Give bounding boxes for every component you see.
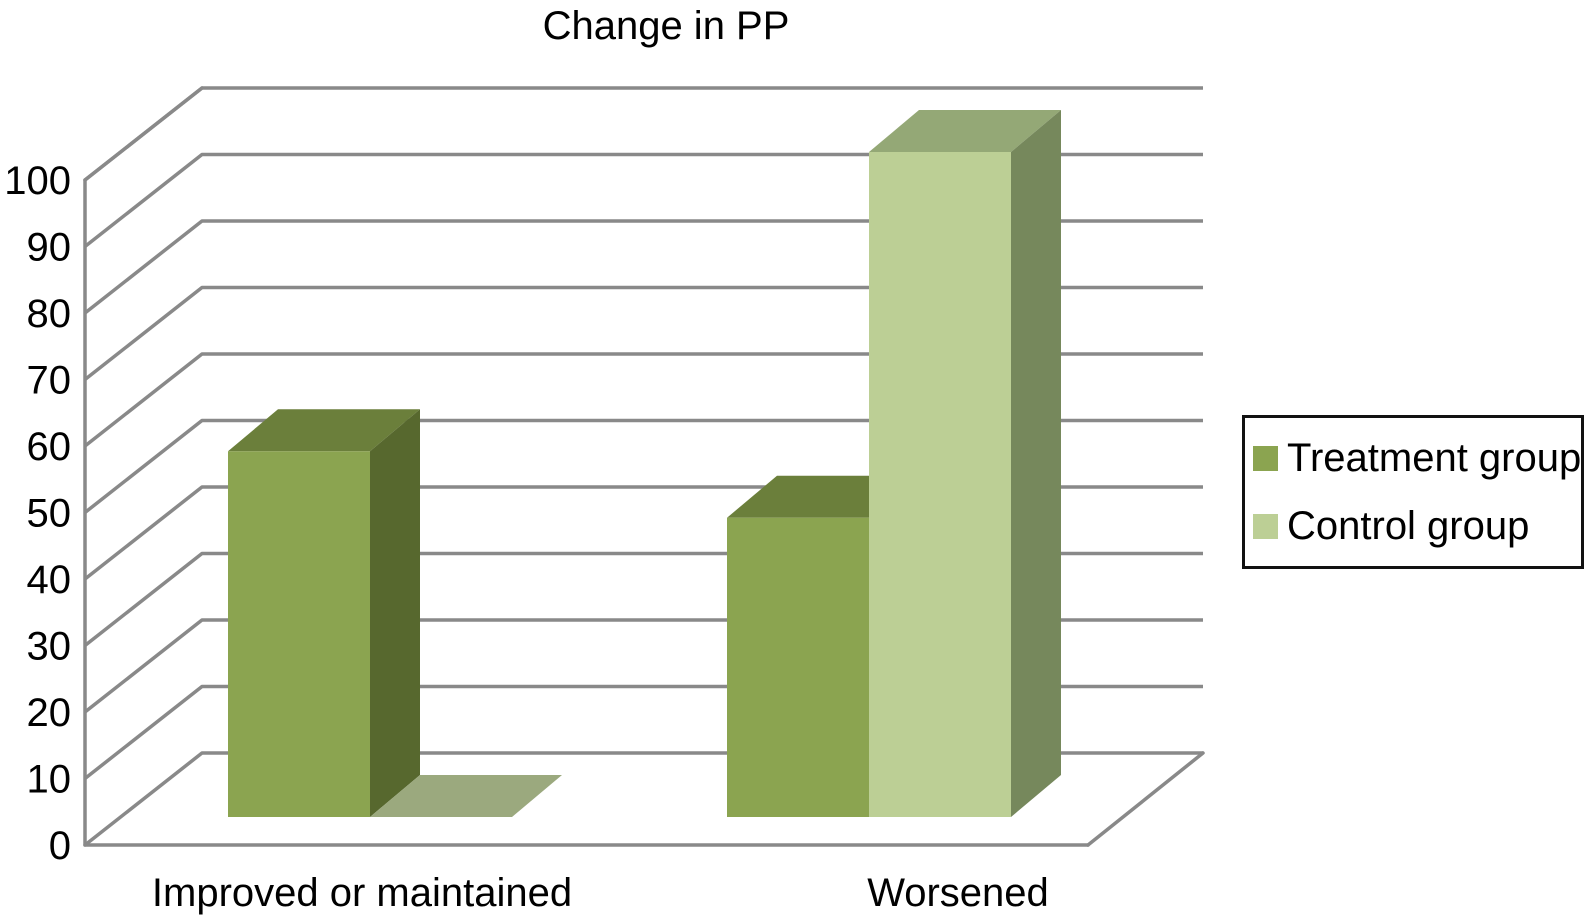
category-label-worsened: Worsened [867, 871, 1049, 915]
bar-control-group-worsened-top-face [869, 110, 1061, 152]
y-tick-label-80: 80 [27, 292, 72, 336]
legend-swatch-treatment-group-icon [1253, 445, 1278, 471]
bar-treatment-group-improved-or-maintained-top-face [228, 409, 420, 452]
legend-label-control-group: Control group [1287, 503, 1530, 548]
bar-treatment-group-worsened [727, 517, 869, 817]
y-tick-label-50: 50 [27, 492, 72, 536]
legend-item-treatment-group: Treatment group [1253, 432, 1581, 484]
left-wall-top-edge [83, 86, 204, 182]
chart-title: Change in PP [542, 4, 790, 48]
legend: Treatment group Control group [1242, 415, 1584, 569]
bar-control-group-worsened [869, 152, 1011, 817]
bar-treatment-group-improved-or-maintained-side-face [370, 409, 420, 817]
y-tick-label-0: 0 [49, 824, 71, 868]
y-tick-label-40: 40 [27, 558, 72, 602]
y-tick-label-100: 100 [4, 159, 71, 203]
floor-right-edge [1086, 751, 1205, 847]
bar-control-group-improved-or-maintained-flat-face [370, 775, 562, 817]
y-tick-label-70: 70 [27, 359, 72, 403]
y-tick-label-10: 10 [27, 758, 72, 802]
legend-swatch-control-group-icon [1253, 513, 1278, 539]
legend-item-control-group: Control group [1253, 500, 1571, 552]
category-label-improved-or-maintained: Improved or maintained [152, 871, 572, 915]
bar-chart-3d: 0 10 20 30 40 50 60 70 80 90 100 Improved or mainta… [4, 86, 1205, 915]
legend-label-treatment-group: Treatment group [1287, 435, 1582, 480]
y-tick-label-90: 90 [27, 226, 72, 270]
bar-treatment-group-improved-or-maintained [228, 451, 370, 817]
y-tick-label-60: 60 [27, 425, 72, 469]
y-tick-label-30: 30 [27, 625, 72, 669]
bar-control-group-worsened-side-face [1011, 110, 1061, 817]
y-tick-label-20: 20 [27, 691, 72, 735]
